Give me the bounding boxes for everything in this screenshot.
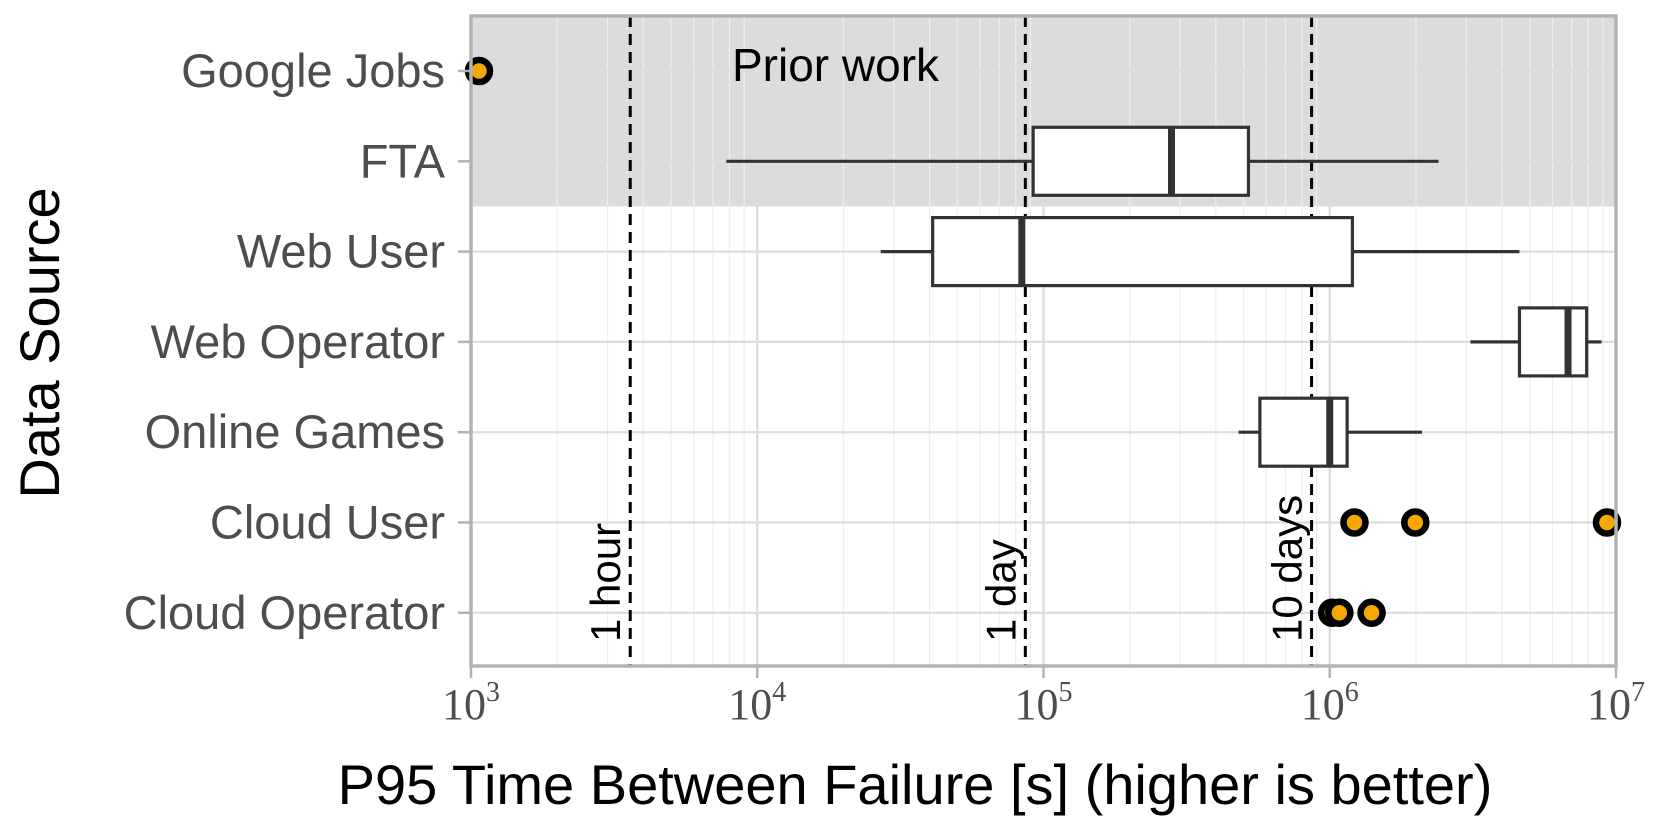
box-iqr xyxy=(1258,396,1349,468)
reference-line-label: 10 days xyxy=(1264,495,1311,642)
category-label: Cloud User xyxy=(210,496,445,549)
x-tick-labels: 103 104 105 106 107 xyxy=(442,666,1645,729)
box-iqr xyxy=(931,216,1355,288)
reference-line-label: 1 day xyxy=(977,539,1024,642)
category-label: Online Games xyxy=(145,405,445,458)
box-iqr xyxy=(1517,306,1589,378)
x-tick-label: 107 xyxy=(1587,677,1645,729)
box-fta xyxy=(726,125,1439,197)
data-point xyxy=(1592,508,1622,537)
x-tick-label: 106 xyxy=(1301,677,1359,729)
x-tick-label: 105 xyxy=(1015,677,1073,729)
category-label: Google Jobs xyxy=(181,44,445,97)
category-label: Web User xyxy=(237,225,445,278)
box-web-operator xyxy=(1470,306,1602,378)
data-point xyxy=(1340,508,1369,537)
data-point xyxy=(1401,508,1430,537)
category-labels: Google Jobs FTA Web User Web Operator Online… xyxy=(124,44,471,639)
y-axis-title: Data Source xyxy=(8,187,71,498)
box-iqr xyxy=(1031,125,1251,197)
reference-lines: 1 hour 1 day 10 days xyxy=(582,16,1314,666)
shaded-region-label: Prior work xyxy=(732,39,940,91)
x-tick-label: 104 xyxy=(728,677,786,729)
data-point xyxy=(1357,598,1386,628)
box-online-games xyxy=(1238,396,1422,468)
category-label: FTA xyxy=(360,134,446,187)
data-point xyxy=(1325,598,1354,628)
box-web-user xyxy=(880,216,1520,288)
boxes xyxy=(726,125,1602,468)
reference-line-label: 1 hour xyxy=(582,523,629,642)
category-label: Cloud Operator xyxy=(124,586,445,639)
x-axis-title: P95 Time Between Failure [s] (higher is … xyxy=(338,753,1493,816)
x-tick-label: 103 xyxy=(442,677,500,729)
category-label: Web Operator xyxy=(151,315,445,368)
points xyxy=(464,56,1622,628)
